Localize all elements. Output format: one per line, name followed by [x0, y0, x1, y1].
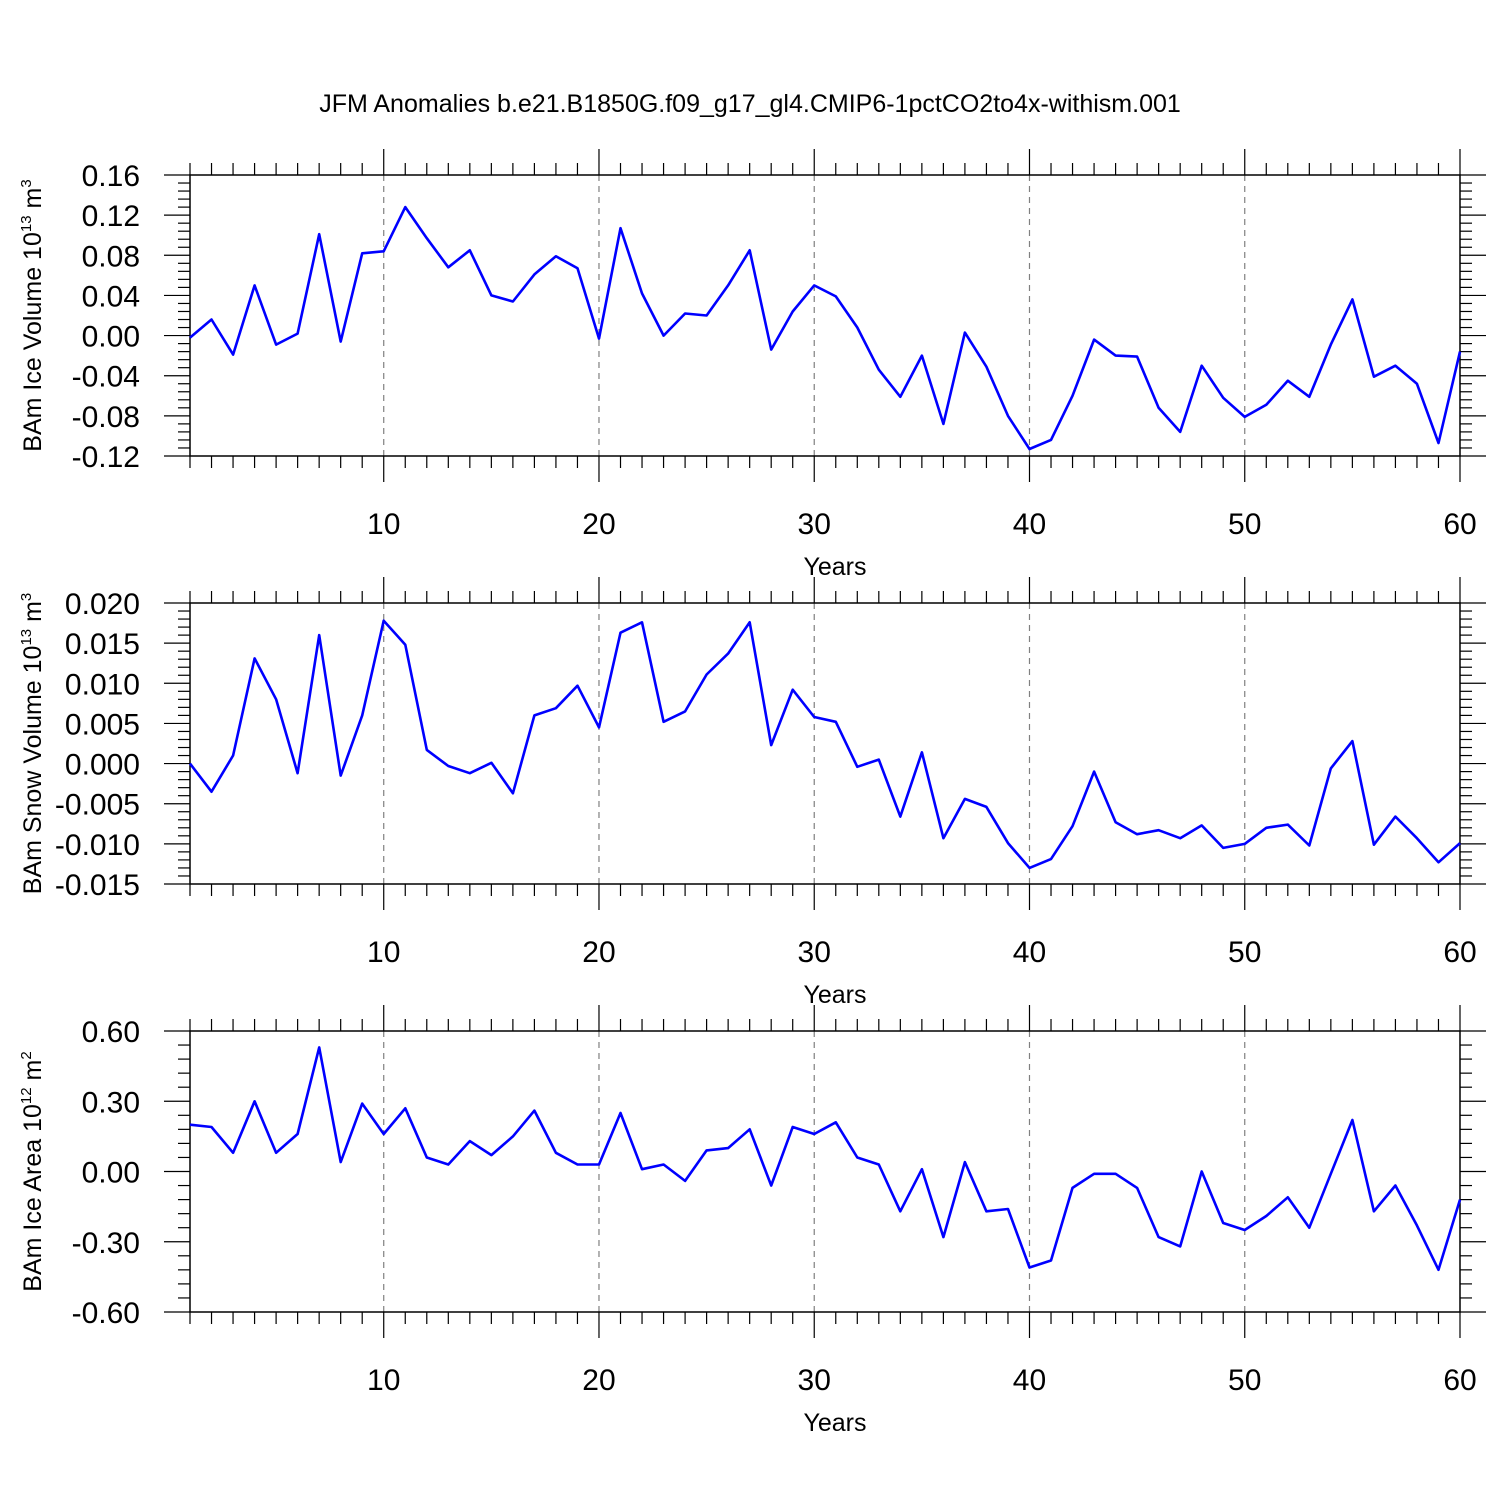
y-tick-label: 0.005	[65, 708, 140, 741]
plot-frame	[190, 1031, 1460, 1312]
x-tick-label: 20	[582, 936, 615, 969]
y-tick-label: -0.30	[72, 1227, 140, 1260]
x-tick-label: 10	[367, 1364, 400, 1397]
series-line-bam-ice-volume	[190, 207, 1460, 449]
x-tick-label: 10	[367, 508, 400, 541]
x-tick-label: 60	[1443, 508, 1476, 541]
y-tick-label: -0.12	[72, 441, 140, 474]
x-tick-label: 50	[1228, 1364, 1261, 1397]
y-tick-label: 0.00	[82, 321, 140, 354]
y-tick-label: 0.30	[82, 1086, 140, 1119]
y-tick-label: 0.020	[65, 588, 140, 621]
x-axis-label: Years	[803, 553, 866, 581]
plot-frame	[190, 603, 1460, 884]
x-axis-label: Years	[803, 981, 866, 1009]
y-tick-label: -0.08	[72, 401, 140, 434]
x-axis-label: Years	[803, 1409, 866, 1437]
y-tick-label: -0.005	[55, 789, 140, 822]
y-tick-label: -0.010	[55, 829, 140, 862]
x-tick-label: 20	[582, 508, 615, 541]
x-tick-label: 30	[798, 508, 831, 541]
x-tick-label: 50	[1228, 508, 1261, 541]
panel-1: -0.12 -0.08 -0.04 0.00 0.04 0.08 0.12 0.16 10 20 3…	[18, 149, 1486, 581]
series-line-bam-ice-area	[190, 1047, 1460, 1269]
x-tick-label: 30	[798, 1364, 831, 1397]
x-tick-label: 30	[798, 936, 831, 969]
x-tick-label: 40	[1013, 508, 1046, 541]
y-tick-label: 0.000	[65, 749, 140, 782]
y-tick-label: 0.015	[65, 628, 140, 661]
y-tick-label: 0.16	[82, 160, 140, 193]
series-line-bam-snow-volume	[190, 621, 1460, 868]
x-tick-label: 60	[1443, 936, 1476, 969]
y-tick-label: -0.015	[55, 869, 140, 902]
x-tick-label: 60	[1443, 1364, 1476, 1397]
y-tick-label: 0.00	[82, 1157, 140, 1190]
y-tick-label: 0.08	[82, 240, 140, 273]
y-axis-label: BAm Snow Volume 1013 m3	[18, 593, 47, 895]
x-tick-label: 20	[582, 1364, 615, 1397]
y-tick-label: 0.04	[82, 280, 140, 313]
chart-title: JFM Anomalies b.e21.B1850G.f09_g17_gl4.C…	[319, 90, 1181, 118]
x-tick-label: 10	[367, 936, 400, 969]
y-axis-label: BAm Ice Volume 1013 m3	[18, 179, 47, 451]
x-tick-label: 50	[1228, 936, 1261, 969]
panel-3: -0.60 -0.30 0.00 0.30 0.60 10 20 30 40 50 60 Years B…	[18, 1005, 1486, 1437]
y-axis-label: BAm Ice Area 1012 m2	[18, 1051, 47, 1291]
y-tick-label: 0.60	[82, 1016, 140, 1049]
y-tick-label: 0.010	[65, 668, 140, 701]
y-tick-label: -0.04	[72, 361, 140, 394]
x-tick-label: 40	[1013, 936, 1046, 969]
x-tick-label: 40	[1013, 1364, 1046, 1397]
plot-frame	[190, 175, 1460, 456]
y-tick-label: 0.12	[82, 200, 140, 233]
y-tick-label: -0.60	[72, 1297, 140, 1330]
panel-2: -0.015 -0.010 -0.005 0.000 0.005 0.010 0.015 0.…	[18, 577, 1486, 1009]
